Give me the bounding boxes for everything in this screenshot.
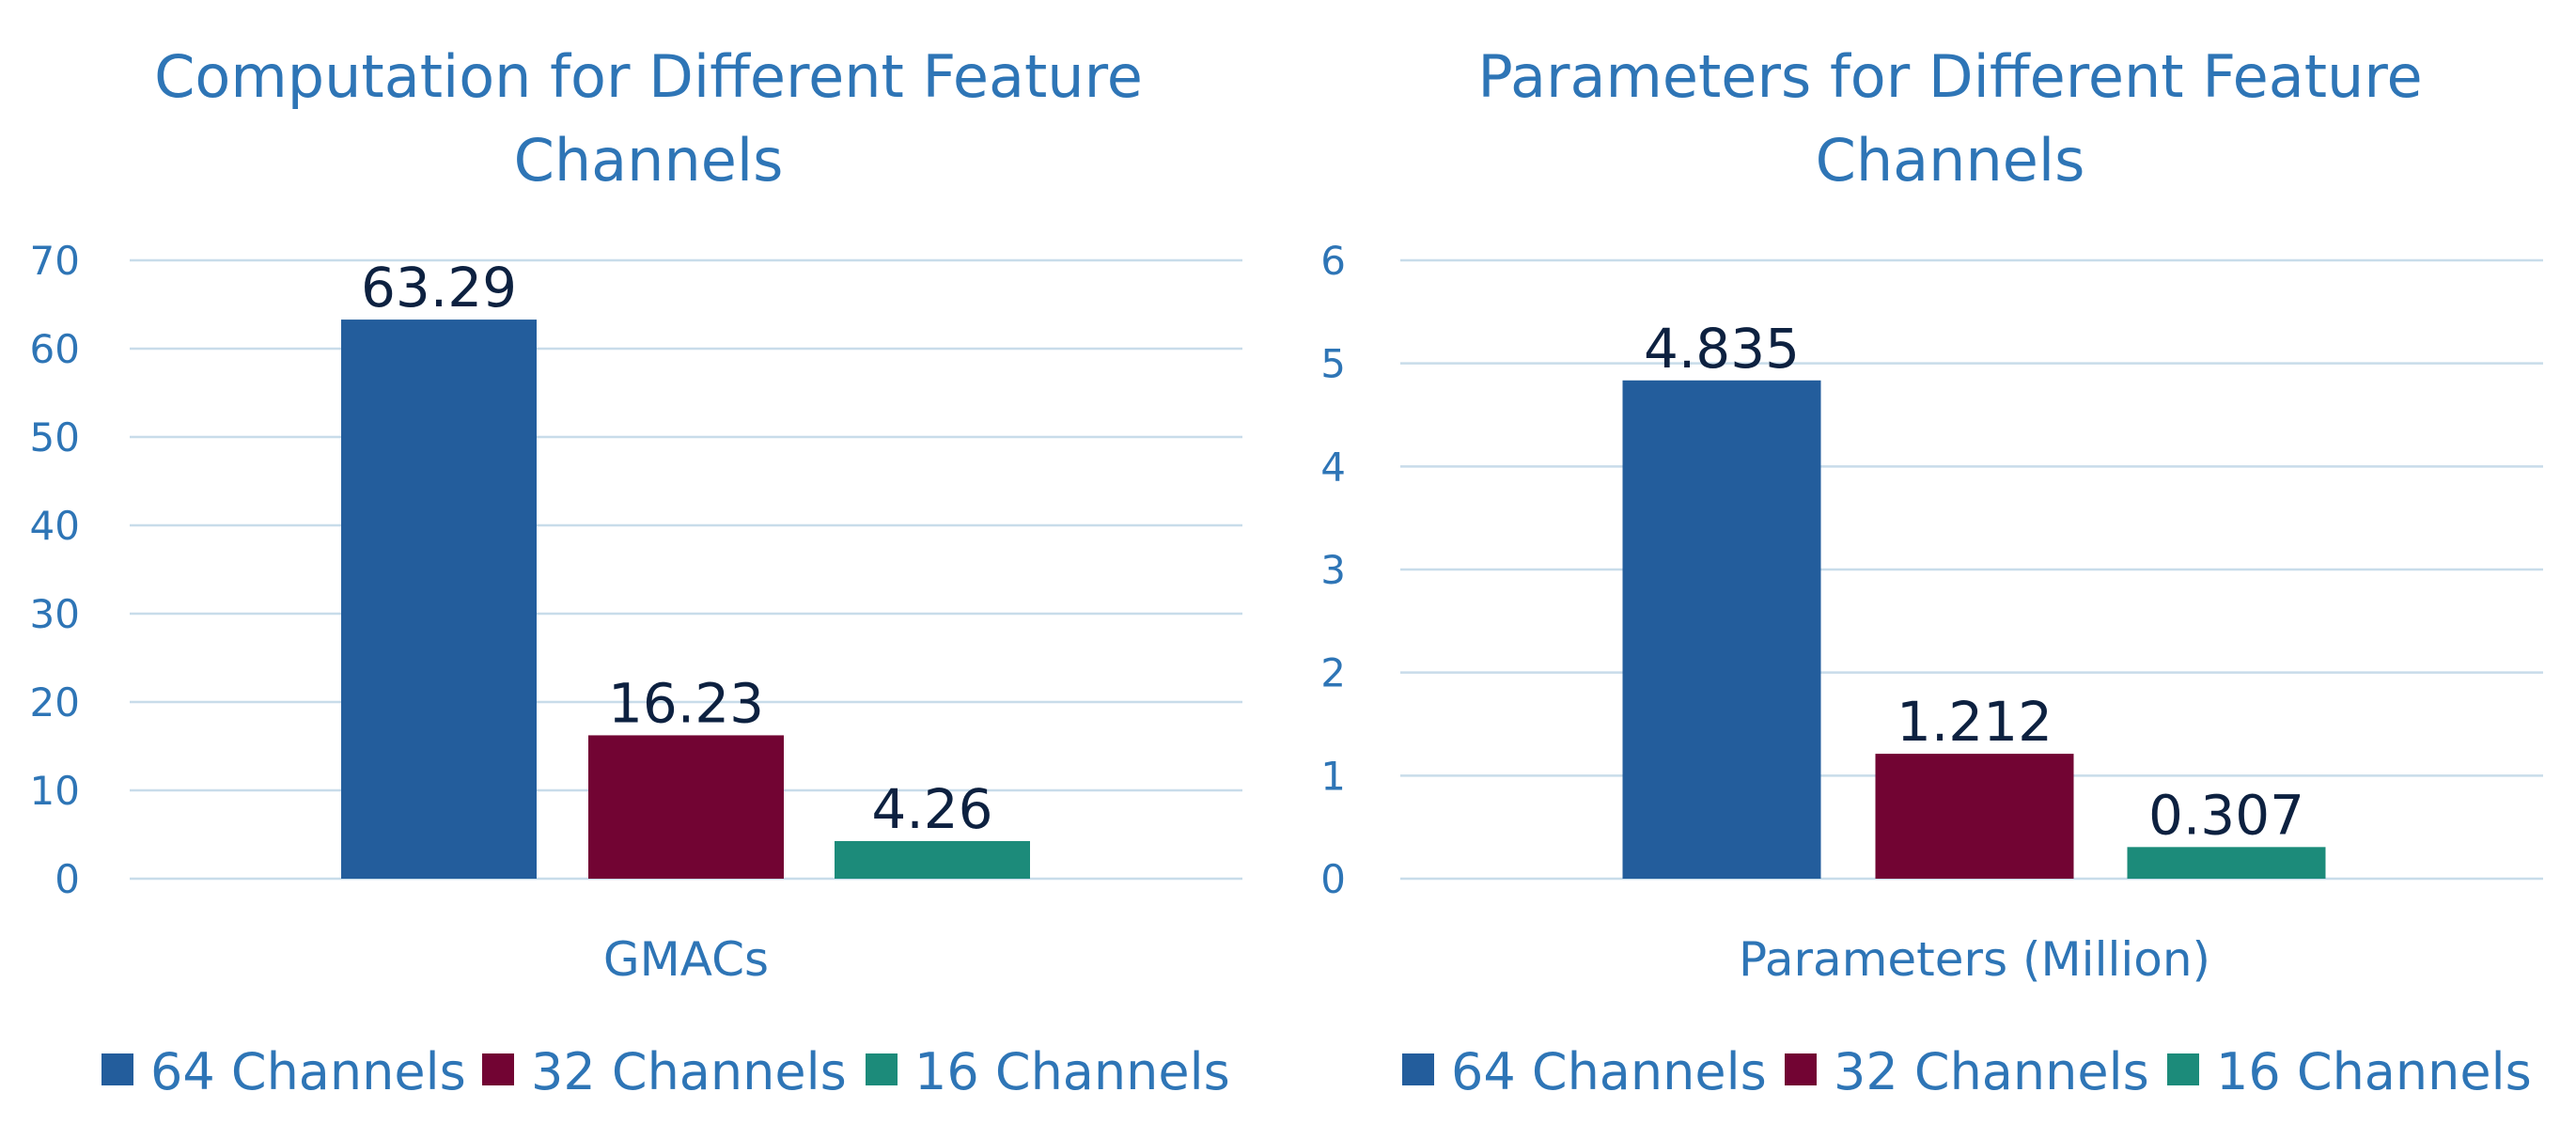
legend-swatch: [866, 1053, 898, 1085]
bar-value-label: 63.29: [361, 256, 517, 320]
legend-label: 16 Channels: [914, 1042, 1230, 1101]
y-tick-label: 40: [30, 503, 80, 549]
bar-32-channels: [588, 735, 784, 879]
chart-title-line: Computation for Different Feature: [154, 42, 1143, 111]
y-tick-label: 2: [1320, 650, 1346, 696]
bar-16-channels: [2127, 847, 2326, 879]
y-tick-label: 4: [1320, 444, 1346, 490]
y-tick-label: 10: [30, 768, 80, 814]
bar-64-channels: [1622, 380, 1821, 879]
y-tick-label: 3: [1320, 547, 1346, 593]
y-tick-label: 50: [30, 414, 80, 460]
y-tick-label: 5: [1320, 341, 1346, 387]
chart-title-line: Channels: [514, 126, 784, 195]
bar-32-channels: [1875, 754, 2074, 879]
chart-title-line: Parameters for Different Feature: [1477, 42, 2422, 111]
chart-title-line: Channels: [1816, 126, 2085, 195]
x-axis-label: GMACs: [603, 932, 769, 987]
gmacs-chart: Computation for Different Feature Channel…: [30, 42, 1242, 1101]
bar-value-label: 4.26: [871, 777, 992, 841]
legend-swatch: [101, 1053, 133, 1085]
bar-value-label: 0.307: [2148, 783, 2304, 847]
legend-swatch: [2167, 1053, 2199, 1085]
legend-label: 64 Channels: [1451, 1042, 1767, 1101]
bar-value-label: 1.212: [1897, 690, 2053, 754]
y-tick-label: 70: [30, 238, 80, 284]
bar-value-label: 16.23: [608, 671, 764, 735]
legend-label: 16 Channels: [2216, 1042, 2532, 1101]
y-tick-label: 0: [1320, 856, 1346, 902]
parameters-chart: Parameters for Different Feature Channels…: [1320, 42, 2543, 1101]
y-tick-label: 0: [55, 856, 80, 902]
legend-label: 32 Channels: [531, 1042, 847, 1101]
y-tick-label: 30: [30, 591, 80, 637]
legend-label: 32 Channels: [1834, 1042, 2149, 1101]
bar-16-channels: [835, 840, 1030, 879]
legend-swatch: [482, 1053, 514, 1085]
bar-64-channels: [341, 320, 537, 880]
y-tick-label: 60: [30, 326, 80, 372]
x-axis-label: Parameters (Million): [1739, 932, 2210, 987]
legend-swatch: [1402, 1053, 1434, 1085]
y-tick-label: 1: [1320, 753, 1346, 799]
y-tick-label: 20: [30, 679, 80, 726]
bar-value-label: 4.835: [1644, 317, 1800, 381]
y-tick-label: 6: [1320, 238, 1346, 284]
legend-swatch: [1785, 1053, 1817, 1085]
legend-label: 64 Channels: [150, 1042, 466, 1101]
